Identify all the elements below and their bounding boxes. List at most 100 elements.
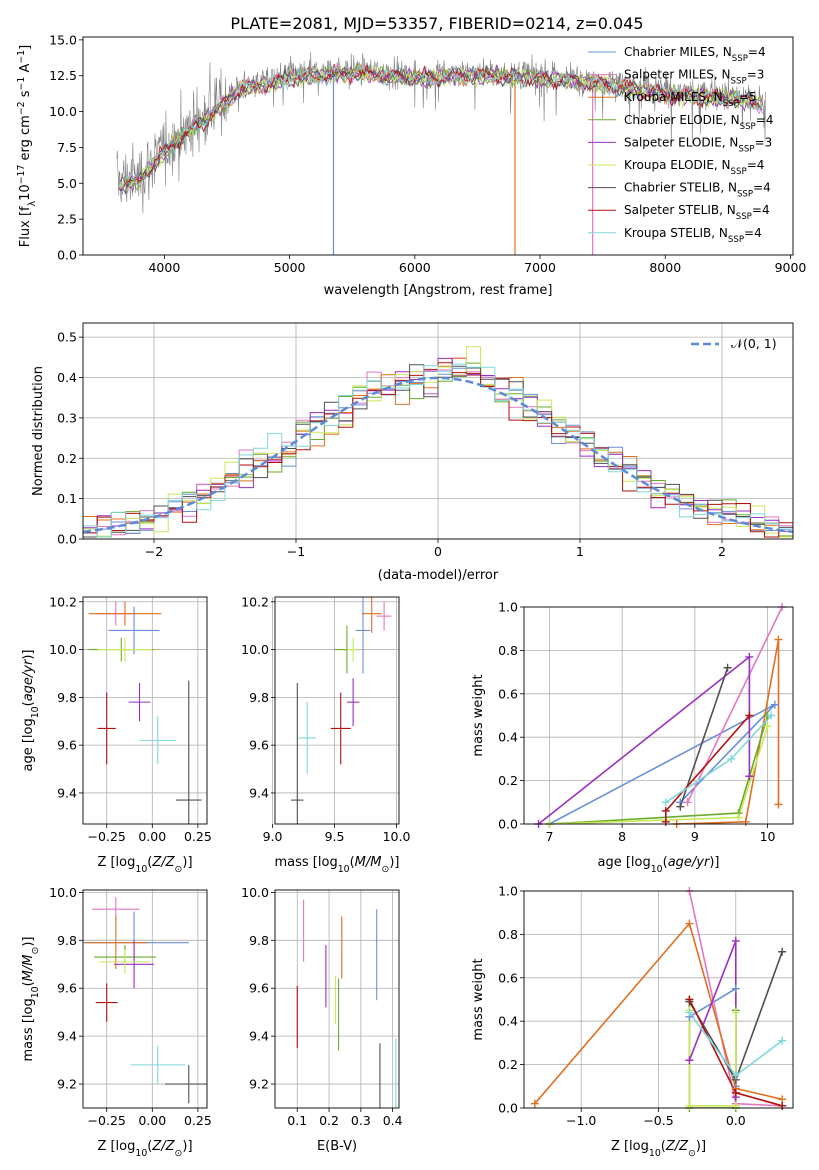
- y-tick-label: 9.4: [57, 785, 77, 800]
- mass-vs-z-panel: −0.25 0.00 0.25 9.2 9.4 9.6 9.8 10.0 Z [log10(Z/…: [21, 885, 212, 1159]
- mass-weight-marker: [685, 995, 694, 1004]
- plot-area: [116, 51, 766, 255]
- mass-weight-line: [665, 714, 751, 822]
- mass-weight-line: [688, 1010, 737, 1107]
- x-tick-label: 9.5: [325, 829, 345, 844]
- x-tick-label: 7000: [524, 260, 556, 275]
- x-tick-label: 10.0: [383, 829, 411, 844]
- x-tick-label: −0.25: [88, 829, 126, 844]
- y-tick-label: 0.0: [498, 1101, 518, 1116]
- age-vs-mass-panel: 9.0 9.5 10.0 9.4 9.6 9.8 10.0 10.2 mass [log10(M…: [241, 594, 411, 875]
- legend-entry: Chabrier STELIB, NSSP=4: [624, 181, 771, 200]
- y-tick-label: 0.4: [498, 1014, 518, 1029]
- y-tick-label: 10.2: [49, 594, 77, 609]
- axes-frame: [82, 36, 794, 256]
- mass-weight-marker: [731, 936, 740, 945]
- massweight-vs-z-panel: −1.0 −0.5 0.0 0.0 0.2 0.4 0.6 0.8 1.0 Z [log10(Z/…: [471, 884, 794, 1159]
- y-tick-label: 9.8: [57, 933, 77, 948]
- x-tick-label: 8: [618, 829, 626, 844]
- legend-entry: Kroupa MILES, NSSP=5: [624, 90, 757, 109]
- x-tick-label: −1.0: [566, 1113, 596, 1128]
- axes-frame: [523, 890, 794, 1109]
- x-tick-label: −0.5: [643, 1113, 673, 1128]
- mass-weight-marker: [685, 1008, 694, 1017]
- x-tick-label: 0.00: [138, 1113, 166, 1128]
- mass-weight-marker: [731, 1008, 740, 1017]
- axes-frame: [82, 889, 208, 1109]
- mass-weight-marker: [731, 984, 740, 993]
- x-tick-label: −2: [145, 544, 163, 559]
- x-tick-label: 0.25: [184, 1113, 212, 1128]
- y-tick-label: 0.6: [498, 686, 518, 701]
- legend-entry: Chabrier ELODIE, NSSP=4: [624, 113, 773, 132]
- age-vs-z-panel: −0.25 0.00 0.25 9.4 9.6 9.8 10.0 10.2 Z [log10(Z…: [21, 594, 212, 874]
- y-tick-label: 10.2: [241, 594, 269, 609]
- mass-weight-marker: [661, 817, 670, 826]
- y-tick-label: 0.0: [57, 532, 77, 547]
- y-tick-label: 9.4: [57, 1029, 77, 1044]
- mass-weight-marker: [745, 652, 754, 661]
- x-tick-label: 9000: [775, 260, 807, 275]
- x-tick-label: −0.25: [88, 1113, 126, 1128]
- mass-weight-marker: [745, 711, 754, 720]
- x-tick-label: 0.3: [351, 1113, 371, 1128]
- figure-title: PLATE=2081, MJD=53357, FIBERID=0214, z=0…: [230, 14, 643, 33]
- x-axis-label: (data-model)/error: [378, 568, 499, 583]
- y-tick-label: 9.8: [249, 690, 269, 705]
- y-tick-label: 1.0: [498, 884, 518, 899]
- x-axis-label: E(B-V): [317, 1139, 357, 1154]
- y-tick-label: 0.8: [498, 643, 518, 658]
- x-tick-label: 8000: [649, 260, 681, 275]
- y-tick-label: 0.6: [498, 970, 518, 985]
- legend-entry: Kroupa ELODIE, NSSP=4: [624, 158, 764, 177]
- x-tick-label: 0: [434, 544, 442, 559]
- y-tick-label: 10.0: [241, 885, 269, 900]
- mass-weight-marker: [727, 754, 736, 763]
- mass-weight-line: [534, 921, 783, 1105]
- mass-weight-line: [686, 607, 783, 803]
- x-axis-label: mass [log10(M/M⊙)]: [275, 855, 400, 875]
- mass-weight-marker: [731, 1101, 740, 1110]
- spectrum-panel: 4000 5000 6000 7000 8000 9000 0.0 2.5 5.0 7.5 10.0…: [16, 32, 807, 298]
- y-tick-label: 10.0: [49, 642, 77, 657]
- axes-frame: [82, 322, 794, 540]
- model-spectrum-line: [119, 63, 763, 192]
- x-tick-label: 1: [576, 544, 584, 559]
- y-tick-label: 0.1: [57, 491, 77, 506]
- mass-weight-marker: [763, 722, 772, 731]
- y-tick-label: 0.2: [57, 451, 77, 466]
- y-tick-label: 9.6: [57, 981, 77, 996]
- massweight-vs-age-panel: 7 8 9 10 0.0 0.2 0.4 0.6 0.8 1.0 age [log10(age/yr…: [471, 600, 794, 875]
- plot-area: [296, 899, 397, 1108]
- y-tick-label: 9.8: [249, 933, 269, 948]
- y-tick-label: 1.0: [498, 600, 518, 615]
- y-tick-label: 9.8: [57, 690, 77, 705]
- x-axis-label: Z [log10(Z/Z⊙)]: [611, 1139, 706, 1159]
- y-tick-label: 9.6: [249, 738, 269, 753]
- y-tick-label: 12.5: [49, 68, 77, 83]
- mass-weight-marker: [778, 947, 787, 956]
- y-axis-label: age [log10(age/yr)]: [21, 649, 41, 771]
- mass-weight-marker: [723, 663, 732, 672]
- x-tick-label: 0.0: [726, 1113, 746, 1128]
- mass-weight-marker: [734, 813, 743, 822]
- legend-entry: Salpeter MILES, NSSP=3: [624, 68, 764, 87]
- mass-weight-marker: [685, 1056, 694, 1065]
- x-tick-label: 5000: [274, 260, 306, 275]
- y-tick-label: 9.2: [57, 1077, 77, 1092]
- y-tick-label: 9.2: [249, 1077, 269, 1092]
- x-tick-label: 4000: [148, 260, 180, 275]
- y-tick-label: 10.0: [49, 104, 77, 119]
- x-tick-label: −1: [287, 544, 305, 559]
- mass-weight-line: [688, 999, 737, 1108]
- mass-weight-marker: [676, 802, 685, 811]
- legend-entry: Salpeter ELODIE, NSSP=3: [624, 135, 772, 154]
- mass-weight-marker: [731, 1088, 740, 1097]
- y-tick-label: 9.6: [57, 738, 77, 753]
- y-tick-label: 9.4: [249, 785, 269, 800]
- axes-frame: [274, 889, 400, 1109]
- y-tick-label: 15.0: [49, 32, 77, 47]
- normal-curve: [83, 376, 793, 534]
- mass-weight-marker: [774, 800, 783, 809]
